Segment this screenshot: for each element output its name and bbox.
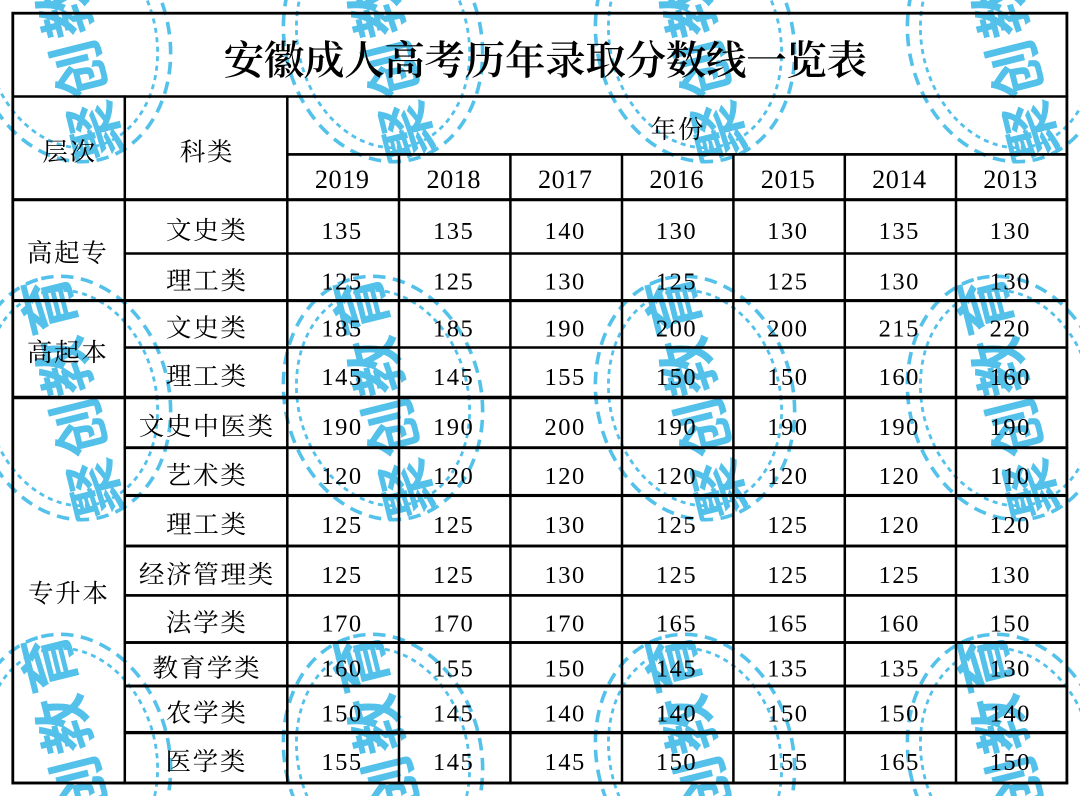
svg-text:110: 110 <box>990 463 1030 490</box>
svg-text:190: 190 <box>879 414 920 441</box>
svg-text:220: 220 <box>990 316 1031 343</box>
svg-text:190: 190 <box>321 414 362 441</box>
svg-text:2016: 2016 <box>649 165 704 194</box>
svg-text:185: 185 <box>321 316 362 343</box>
svg-text:125: 125 <box>656 269 697 296</box>
svg-text:130: 130 <box>656 218 697 245</box>
svg-text:155: 155 <box>767 749 808 776</box>
svg-text:2017: 2017 <box>538 165 593 194</box>
svg-text:2014: 2014 <box>872 165 927 194</box>
svg-text:125: 125 <box>767 562 808 589</box>
svg-text:135: 135 <box>321 218 362 245</box>
svg-text:130: 130 <box>544 512 585 539</box>
svg-text:130: 130 <box>990 562 1031 589</box>
svg-text:140: 140 <box>656 701 697 728</box>
svg-text:165: 165 <box>879 749 920 776</box>
svg-text:125: 125 <box>767 269 808 296</box>
svg-text:150: 150 <box>321 701 362 728</box>
svg-text:125: 125 <box>656 512 697 539</box>
svg-text:130: 130 <box>767 218 808 245</box>
svg-text:150: 150 <box>767 701 808 728</box>
svg-text:120: 120 <box>321 463 362 490</box>
svg-text:165: 165 <box>767 610 808 637</box>
svg-text:140: 140 <box>990 701 1031 728</box>
svg-text:2019: 2019 <box>315 165 370 194</box>
svg-text:125: 125 <box>433 269 474 296</box>
svg-text:155: 155 <box>544 364 585 391</box>
svg-text:125: 125 <box>321 512 362 539</box>
svg-text:130: 130 <box>990 218 1031 245</box>
svg-text:150: 150 <box>990 610 1031 637</box>
svg-text:125: 125 <box>767 512 808 539</box>
svg-text:190: 190 <box>433 414 474 441</box>
svg-text:120: 120 <box>990 512 1031 539</box>
svg-text:135: 135 <box>879 218 920 245</box>
svg-text:170: 170 <box>321 610 362 637</box>
svg-text:190: 190 <box>767 414 808 441</box>
svg-text:150: 150 <box>656 749 697 776</box>
svg-text:130: 130 <box>544 562 585 589</box>
svg-text:200: 200 <box>656 316 697 343</box>
svg-text:125: 125 <box>656 562 697 589</box>
svg-text:155: 155 <box>433 656 474 683</box>
svg-text:135: 135 <box>433 218 474 245</box>
svg-text:150: 150 <box>767 364 808 391</box>
svg-text:215: 215 <box>879 316 920 343</box>
svg-text:160: 160 <box>990 364 1031 391</box>
svg-text:130: 130 <box>990 656 1031 683</box>
svg-text:2018: 2018 <box>427 165 482 194</box>
svg-text:140: 140 <box>544 218 585 245</box>
svg-text:140: 140 <box>544 701 585 728</box>
svg-text:145: 145 <box>656 656 697 683</box>
svg-text:125: 125 <box>879 562 920 589</box>
svg-text:160: 160 <box>321 656 362 683</box>
svg-text:200: 200 <box>767 316 808 343</box>
svg-text:185: 185 <box>433 316 474 343</box>
svg-text:145: 145 <box>544 749 585 776</box>
svg-text:120: 120 <box>767 463 808 490</box>
svg-text:170: 170 <box>433 610 474 637</box>
svg-text:145: 145 <box>433 701 474 728</box>
svg-text:125: 125 <box>433 512 474 539</box>
svg-text:120: 120 <box>879 512 920 539</box>
svg-text:2015: 2015 <box>761 165 816 194</box>
svg-text:160: 160 <box>879 610 920 637</box>
svg-text:130: 130 <box>990 269 1031 296</box>
svg-text:190: 190 <box>656 414 697 441</box>
svg-text:165: 165 <box>656 610 697 637</box>
svg-text:125: 125 <box>321 562 362 589</box>
svg-text:120: 120 <box>879 463 920 490</box>
svg-text:135: 135 <box>767 656 808 683</box>
svg-text:150: 150 <box>879 701 920 728</box>
svg-text:150: 150 <box>544 656 585 683</box>
svg-text:125: 125 <box>433 562 474 589</box>
svg-text:120: 120 <box>544 463 585 490</box>
svg-text:120: 120 <box>656 463 697 490</box>
svg-text:130: 130 <box>879 269 920 296</box>
svg-text:145: 145 <box>321 364 362 391</box>
svg-text:190: 190 <box>544 316 585 343</box>
svg-text:135: 135 <box>879 656 920 683</box>
svg-text:155: 155 <box>321 749 362 776</box>
svg-text:120: 120 <box>433 463 474 490</box>
svg-text:145: 145 <box>433 749 474 776</box>
svg-text:160: 160 <box>879 364 920 391</box>
svg-text:170: 170 <box>544 610 585 637</box>
svg-text:150: 150 <box>656 364 697 391</box>
svg-text:145: 145 <box>433 364 474 391</box>
svg-text:200: 200 <box>544 414 585 441</box>
svg-text:130: 130 <box>544 269 585 296</box>
svg-text:150: 150 <box>990 749 1031 776</box>
svg-text:125: 125 <box>321 269 362 296</box>
svg-text:2013: 2013 <box>983 165 1038 194</box>
svg-text:190: 190 <box>990 414 1031 441</box>
